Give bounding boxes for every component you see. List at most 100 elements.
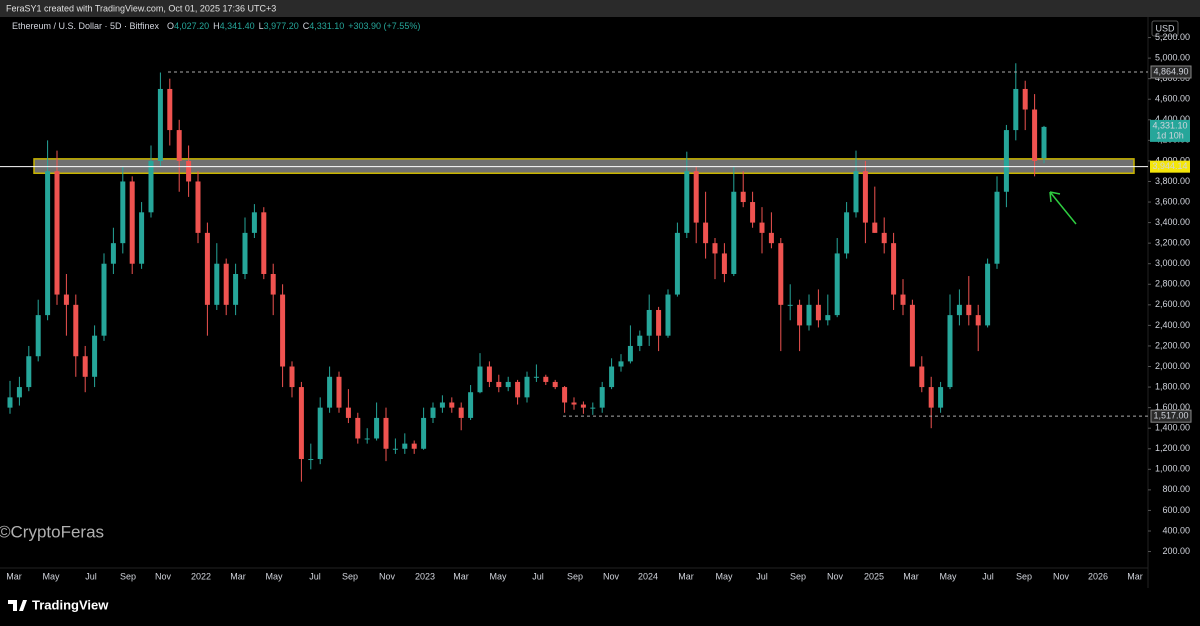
candle-body — [740, 191, 746, 203]
candle-body — [1013, 88, 1019, 131]
candle-body — [411, 443, 417, 449]
candle-body — [646, 309, 652, 336]
y-tick-label: 800.00 — [1162, 484, 1190, 494]
x-tick-label: 2023 — [415, 571, 435, 581]
candle-body — [402, 443, 408, 449]
candle-body — [157, 88, 163, 161]
currency: USD — [1155, 23, 1175, 33]
candle-body — [430, 407, 436, 418]
candle-body — [176, 130, 182, 161]
candle-body — [1032, 109, 1038, 161]
y-tick-label: 3,400.00 — [1155, 217, 1190, 227]
legend-part: 4,331.10 — [309, 21, 344, 31]
x-tick-label: Mar — [1127, 571, 1143, 581]
candle-body — [872, 222, 878, 233]
x-tick-label: 2024 — [638, 571, 658, 581]
candle-body — [486, 366, 492, 382]
candle-body — [844, 212, 850, 254]
candle-body — [637, 335, 643, 346]
candle-body — [778, 243, 784, 305]
last-price-box — [1150, 119, 1190, 142]
y-tick-label: 2,800.00 — [1155, 279, 1190, 289]
candle-body — [731, 191, 737, 274]
candle-body — [947, 315, 953, 388]
legend-part: 4,027.20 — [174, 21, 209, 31]
candle-body — [35, 315, 41, 357]
candle-body — [580, 404, 586, 408]
x-tick-label: Sep — [1016, 571, 1032, 581]
y-tick-label: 1,200.00 — [1155, 443, 1190, 453]
x-tick-label: Sep — [567, 571, 583, 581]
candle-body — [129, 181, 135, 264]
y-tick-label: 5,000.00 — [1155, 52, 1190, 62]
candle-body — [618, 361, 624, 367]
candle-body — [862, 171, 868, 223]
candle-body — [280, 294, 286, 367]
candle-body — [787, 304, 793, 306]
candle-body — [101, 263, 107, 336]
top-bar — [0, 0, 1200, 17]
candle-body — [92, 335, 98, 377]
x-tick-label: Nov — [379, 571, 396, 581]
x-tick-label: Jul — [982, 571, 994, 581]
candle-body — [374, 417, 380, 439]
x-tick-label: Nov — [603, 571, 620, 581]
y-tick-label: 2,400.00 — [1155, 320, 1190, 330]
candle-body — [693, 171, 699, 223]
candle-body — [533, 376, 539, 378]
candle-body — [956, 304, 962, 316]
countdown: 1d 10h — [1156, 130, 1184, 140]
candle-body — [562, 387, 568, 403]
zone — [33, 158, 1135, 175]
candle-body — [139, 212, 145, 264]
candle-body — [477, 366, 483, 393]
candle-body — [806, 304, 812, 326]
y-tick-label: 3,000.00 — [1155, 258, 1190, 268]
candle-body — [336, 376, 342, 408]
x-tick-label: Nov — [155, 571, 172, 581]
candle-body — [73, 304, 79, 357]
candle-body — [853, 171, 859, 213]
x-tick-label: Sep — [120, 571, 136, 581]
y-tick-label: 4,000.00 — [1155, 155, 1190, 165]
candle-body — [233, 273, 239, 305]
candle-body — [609, 366, 615, 388]
legend-part: L — [259, 21, 264, 31]
candle-body — [1041, 126, 1047, 159]
candle-body — [364, 438, 370, 440]
y-tick-label: 1,800.00 — [1155, 381, 1190, 391]
x-tick-label: Jul — [756, 571, 768, 581]
candle-body — [750, 202, 756, 223]
y-tick-label: 1,400.00 — [1155, 423, 1190, 433]
x-tick-label: Mar — [6, 571, 22, 581]
candle-body — [421, 417, 427, 449]
candle-body — [26, 356, 32, 388]
legend-part: C — [303, 21, 310, 31]
y-tick-label: 3,200.00 — [1155, 238, 1190, 248]
candle-body — [797, 304, 803, 326]
candle-body — [392, 448, 398, 450]
candle-body — [167, 88, 173, 131]
candle-body — [881, 232, 887, 244]
candle-body — [674, 232, 680, 295]
legend-part: Ethereum / U.S. Dollar · 5D · Bitfinex — [12, 21, 160, 31]
legend-part: 3,977.20 — [264, 21, 299, 31]
candle-body — [928, 387, 934, 408]
candle-body — [45, 171, 51, 316]
x-tick-label: May — [42, 571, 60, 581]
x-tick-label: Nov — [1053, 571, 1070, 581]
y-tick-label: 2,600.00 — [1155, 299, 1190, 309]
last-price-label: 4,331.10 — [1152, 120, 1187, 130]
y-tick-label: 1,600.00 — [1155, 402, 1190, 412]
candle-body — [110, 243, 116, 264]
candle-body — [524, 376, 530, 398]
candle-body — [223, 263, 229, 305]
candle-body — [599, 387, 605, 408]
footer: TradingView — [8, 597, 109, 612]
candle-body — [919, 366, 925, 388]
x-tick-label: Mar — [903, 571, 919, 581]
brand: TradingView — [32, 597, 109, 612]
y-tick-label: 3,800.00 — [1155, 176, 1190, 186]
